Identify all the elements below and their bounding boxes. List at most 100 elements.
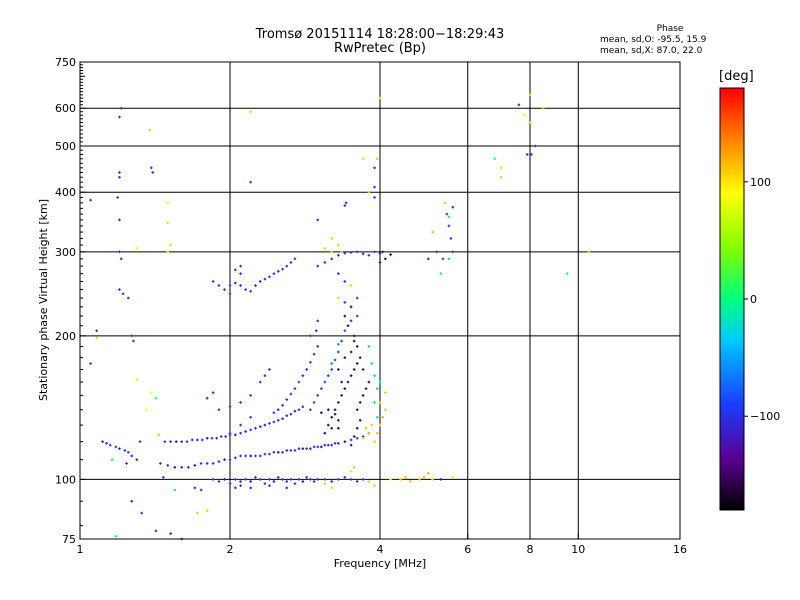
data-point (426, 257, 430, 261)
data-point (499, 166, 503, 170)
data-point (95, 336, 98, 340)
data-point (169, 243, 172, 247)
y-tick-label: 500 (55, 140, 76, 153)
data-point (534, 144, 537, 148)
data-point (276, 476, 280, 479)
data-point (272, 272, 276, 275)
data-point (378, 251, 382, 255)
data-point (199, 462, 203, 465)
data-point (239, 272, 242, 275)
data-point (201, 438, 204, 442)
data-point (119, 106, 123, 110)
data-point (361, 394, 365, 397)
data-point (239, 401, 242, 404)
data-point (187, 466, 190, 469)
data-point (205, 509, 209, 512)
data-point (118, 447, 121, 450)
data-point (249, 415, 252, 419)
data-point (205, 396, 209, 400)
grid-lines (80, 62, 680, 539)
data-point (249, 289, 252, 293)
data-point (355, 296, 359, 300)
data-point (435, 250, 439, 254)
data-point (343, 280, 347, 283)
data-point (333, 358, 337, 362)
data-point (254, 426, 257, 430)
data-point (108, 443, 112, 447)
data-point (367, 380, 371, 384)
data-point (530, 153, 533, 156)
data-point (375, 431, 379, 435)
x-axis-label: Frequency [MHz] (333, 557, 427, 570)
data-point (447, 215, 451, 219)
x-tick-label: 16 (673, 543, 687, 556)
data-point (541, 106, 545, 110)
data-point (340, 339, 343, 343)
x-tick-label: 8 (527, 543, 534, 556)
data-point (132, 339, 135, 343)
data-point (373, 484, 376, 488)
data-point (327, 443, 330, 447)
data-point (330, 250, 334, 254)
data-point (193, 486, 197, 490)
data-point (355, 250, 359, 254)
data-point (234, 268, 237, 272)
data-point (105, 442, 108, 445)
data-point (228, 431, 232, 435)
data-point (223, 458, 226, 461)
data-point (116, 196, 119, 199)
x-tick-label: 2 (227, 543, 234, 556)
data-point (323, 247, 327, 250)
data-point (367, 190, 371, 194)
data-point (154, 529, 158, 533)
data-point (234, 281, 237, 285)
data-point (320, 387, 323, 390)
data-point (154, 396, 158, 400)
data-point (358, 356, 362, 359)
data-point (337, 243, 340, 247)
data-point (327, 423, 330, 427)
colorbar (719, 87, 745, 511)
data-point (293, 482, 297, 485)
data-point (340, 394, 343, 397)
data-point (169, 532, 172, 535)
data-point (349, 251, 353, 254)
data-point (301, 405, 305, 409)
data-point (228, 405, 232, 409)
data-point (281, 267, 284, 271)
phase-stats-x: mean, sd,X: 87.0, 22.0 (600, 46, 703, 56)
data-point (121, 292, 125, 296)
data-point (180, 440, 184, 443)
data-point (316, 394, 320, 397)
data-point (239, 431, 242, 435)
data-point (330, 257, 334, 261)
data-point (517, 103, 521, 107)
data-point (525, 153, 529, 156)
data-point (587, 250, 591, 254)
data-point (145, 408, 148, 412)
data-point (343, 476, 347, 479)
data-point (157, 433, 161, 437)
data-point (95, 329, 98, 332)
data-point (370, 423, 374, 427)
chart-title: Tromsø 20151114 18:28:00−18:29:43 (255, 27, 505, 42)
data-point (180, 466, 184, 469)
x-tick-label: 4 (377, 543, 384, 556)
data-point (451, 205, 455, 209)
data-point (337, 272, 340, 275)
data-point (309, 478, 312, 481)
data-point (399, 478, 402, 481)
data-point (330, 480, 334, 483)
data-point (327, 408, 330, 412)
data-point (101, 440, 104, 443)
data-point (408, 480, 412, 483)
colorbar-tick-label: 100 (750, 176, 771, 189)
data-point (289, 261, 293, 264)
y-tick-label: 300 (55, 246, 76, 259)
data-point (258, 454, 262, 458)
data-point (426, 471, 430, 475)
data-point (228, 284, 232, 287)
data-point (361, 436, 365, 440)
data-point (193, 464, 197, 467)
